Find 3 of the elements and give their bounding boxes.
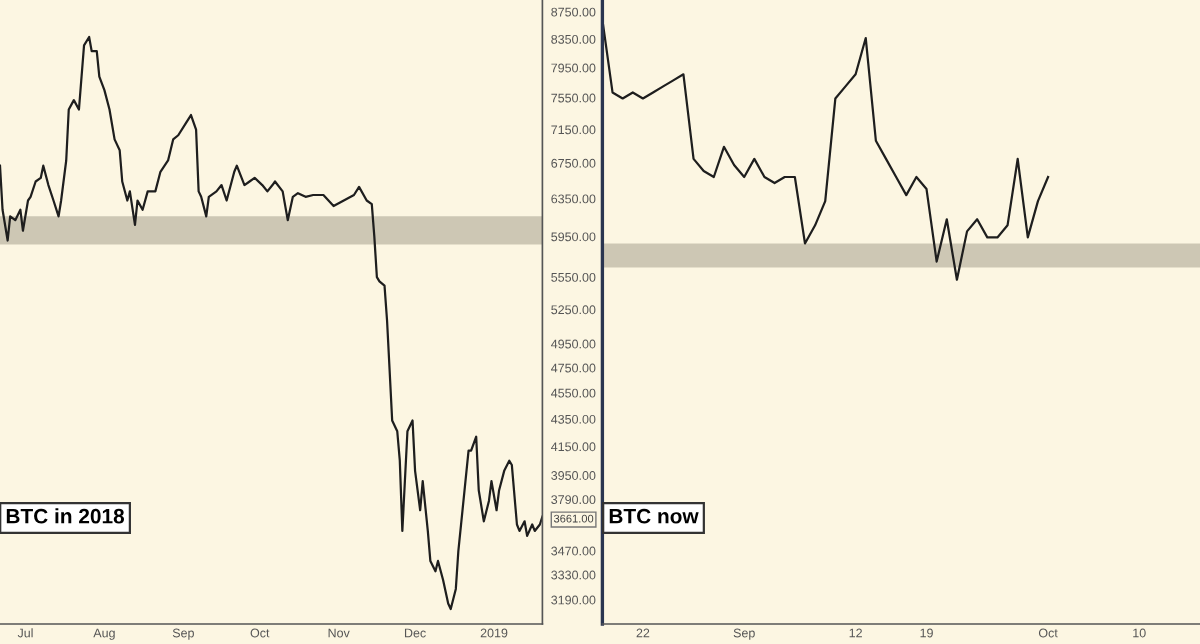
annotation: BTC now xyxy=(609,508,699,524)
annotation: BTC in 2018 xyxy=(6,508,125,524)
line-series xyxy=(0,35,543,611)
